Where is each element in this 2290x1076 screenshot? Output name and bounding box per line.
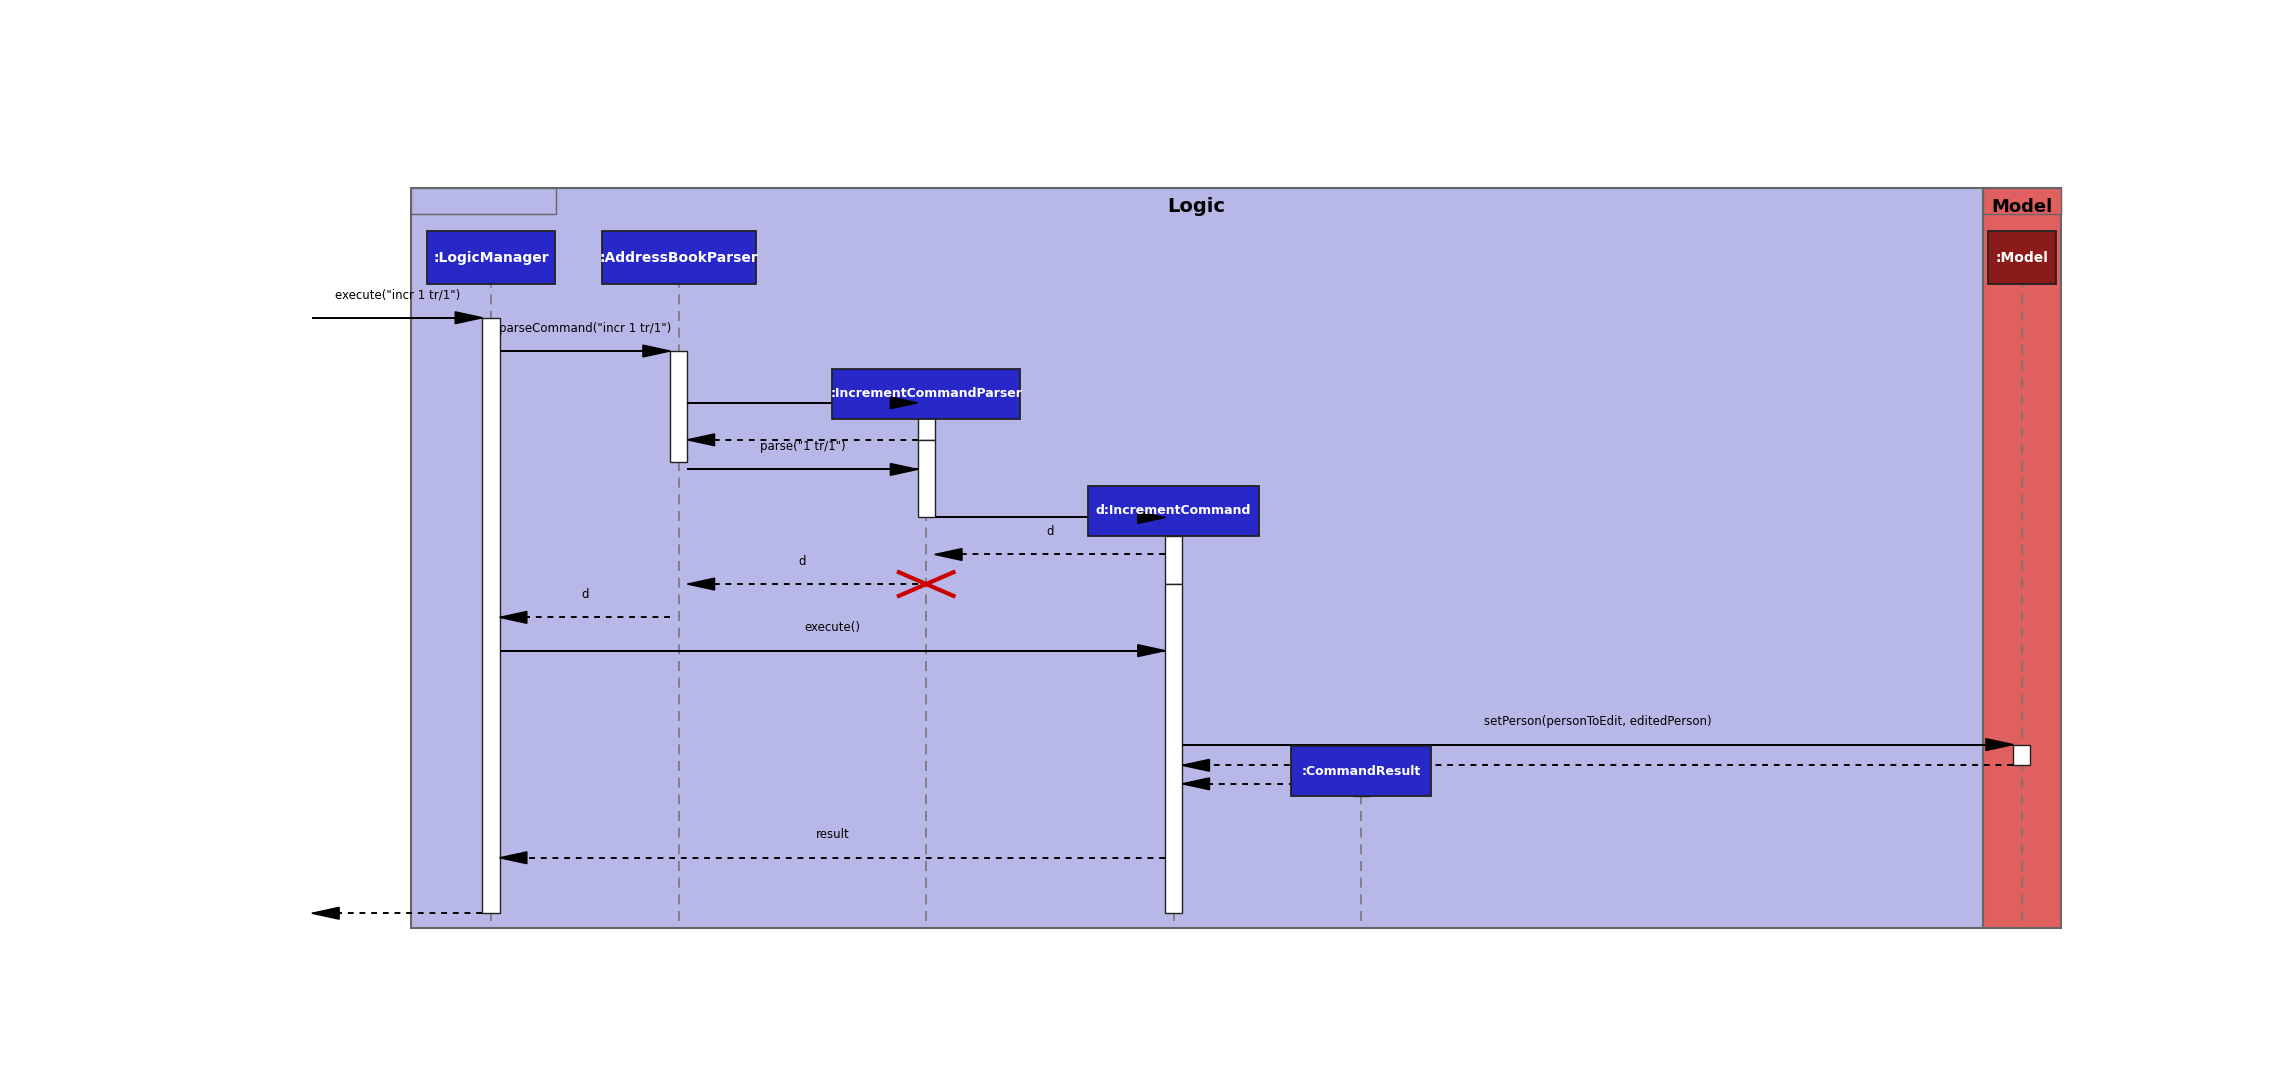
Polygon shape xyxy=(643,345,671,357)
Polygon shape xyxy=(311,907,339,919)
Bar xyxy=(2013,745,2031,765)
Polygon shape xyxy=(1182,760,1209,771)
Text: d: d xyxy=(799,555,806,568)
Bar xyxy=(483,317,499,914)
Text: parse("1 tr/1"): parse("1 tr/1") xyxy=(760,440,845,453)
Polygon shape xyxy=(456,312,483,324)
Bar xyxy=(1988,231,2056,284)
Polygon shape xyxy=(891,397,918,409)
Bar xyxy=(831,369,1019,420)
Polygon shape xyxy=(1138,645,1166,656)
Bar xyxy=(1292,746,1431,796)
Bar xyxy=(671,351,687,462)
Text: Model: Model xyxy=(1990,198,2052,216)
Polygon shape xyxy=(1182,778,1209,790)
Polygon shape xyxy=(499,852,527,864)
Text: d: d xyxy=(1047,525,1053,538)
Text: d:IncrementCommand: d:IncrementCommand xyxy=(1097,505,1250,518)
Text: :AddressBookParser: :AddressBookParser xyxy=(600,251,758,265)
Polygon shape xyxy=(687,578,714,590)
Polygon shape xyxy=(1138,511,1166,523)
Polygon shape xyxy=(687,434,714,445)
Bar xyxy=(602,231,756,284)
Text: :CommandResult: :CommandResult xyxy=(1301,765,1422,778)
Text: setPerson(personToEdit, editedPerson): setPerson(personToEdit, editedPerson) xyxy=(1484,716,1711,728)
Text: :Model: :Model xyxy=(1995,251,2047,265)
Bar xyxy=(1166,536,1182,584)
Text: :IncrementCommandParser: :IncrementCommandParser xyxy=(831,387,1021,400)
Polygon shape xyxy=(934,549,962,561)
Text: d: d xyxy=(582,589,589,601)
Bar xyxy=(1983,188,2061,214)
Text: execute(): execute() xyxy=(804,621,861,635)
Bar xyxy=(426,231,554,284)
Bar xyxy=(1166,584,1182,914)
Text: result: result xyxy=(815,829,850,841)
Bar xyxy=(410,188,556,214)
Text: execute("incr 1 tr/1"): execute("incr 1 tr/1") xyxy=(334,288,460,301)
Bar xyxy=(1983,188,2061,928)
Bar xyxy=(1088,485,1260,536)
Polygon shape xyxy=(499,611,527,623)
Text: parseCommand("incr 1 tr/1"): parseCommand("incr 1 tr/1") xyxy=(499,322,671,335)
Text: Logic: Logic xyxy=(1168,197,1225,216)
Polygon shape xyxy=(1985,739,2013,751)
Text: :LogicManager: :LogicManager xyxy=(433,251,550,265)
Polygon shape xyxy=(891,464,918,476)
Bar xyxy=(1353,779,1369,796)
Bar xyxy=(410,188,1983,928)
Bar xyxy=(918,417,934,440)
Bar xyxy=(918,440,934,518)
